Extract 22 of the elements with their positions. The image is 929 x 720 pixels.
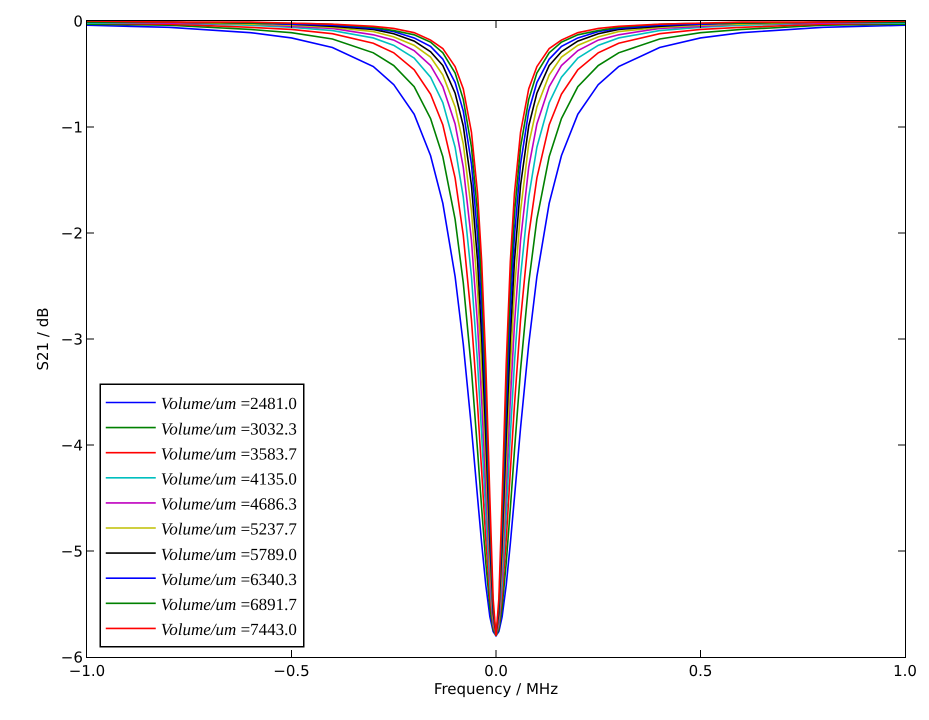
x-tick-label: −0.5 (273, 662, 310, 680)
y-tick-label: −2 (60, 224, 83, 242)
legend-label: Volume/um =5789.0 (160, 544, 297, 564)
y-axis-title: S21 / dB (34, 307, 52, 371)
y-tick-label: 0 (73, 12, 83, 30)
y-tick-label: −3 (60, 330, 83, 348)
legend-label: Volume/um =3032.3 (160, 419, 297, 438)
x-axis-title: Frequency / MHz (434, 680, 558, 698)
y-tick-label: −1 (60, 118, 83, 136)
legend-label: Volume/um =6340.3 (160, 570, 297, 589)
legend-label: Volume/um =3583.7 (160, 444, 298, 464)
legend-label: Volume/um =4686.3 (160, 494, 297, 514)
y-tick-label: −4 (60, 436, 83, 454)
x-tick-label: 0.0 (484, 662, 508, 680)
legend-label: Volume/um =5237.7 (160, 520, 298, 539)
x-tick-label: 0.5 (688, 662, 712, 680)
legend-label: Volume/um =6891.7 (160, 594, 298, 614)
legend-label: Volume/um =7443.0 (160, 620, 297, 640)
y-tick-label: −5 (60, 542, 83, 560)
legend-label: Volume/um =2481.0 (160, 394, 297, 414)
x-tick-label: 1.0 (893, 662, 917, 680)
legend-label: Volume/um =4135.0 (160, 469, 297, 488)
